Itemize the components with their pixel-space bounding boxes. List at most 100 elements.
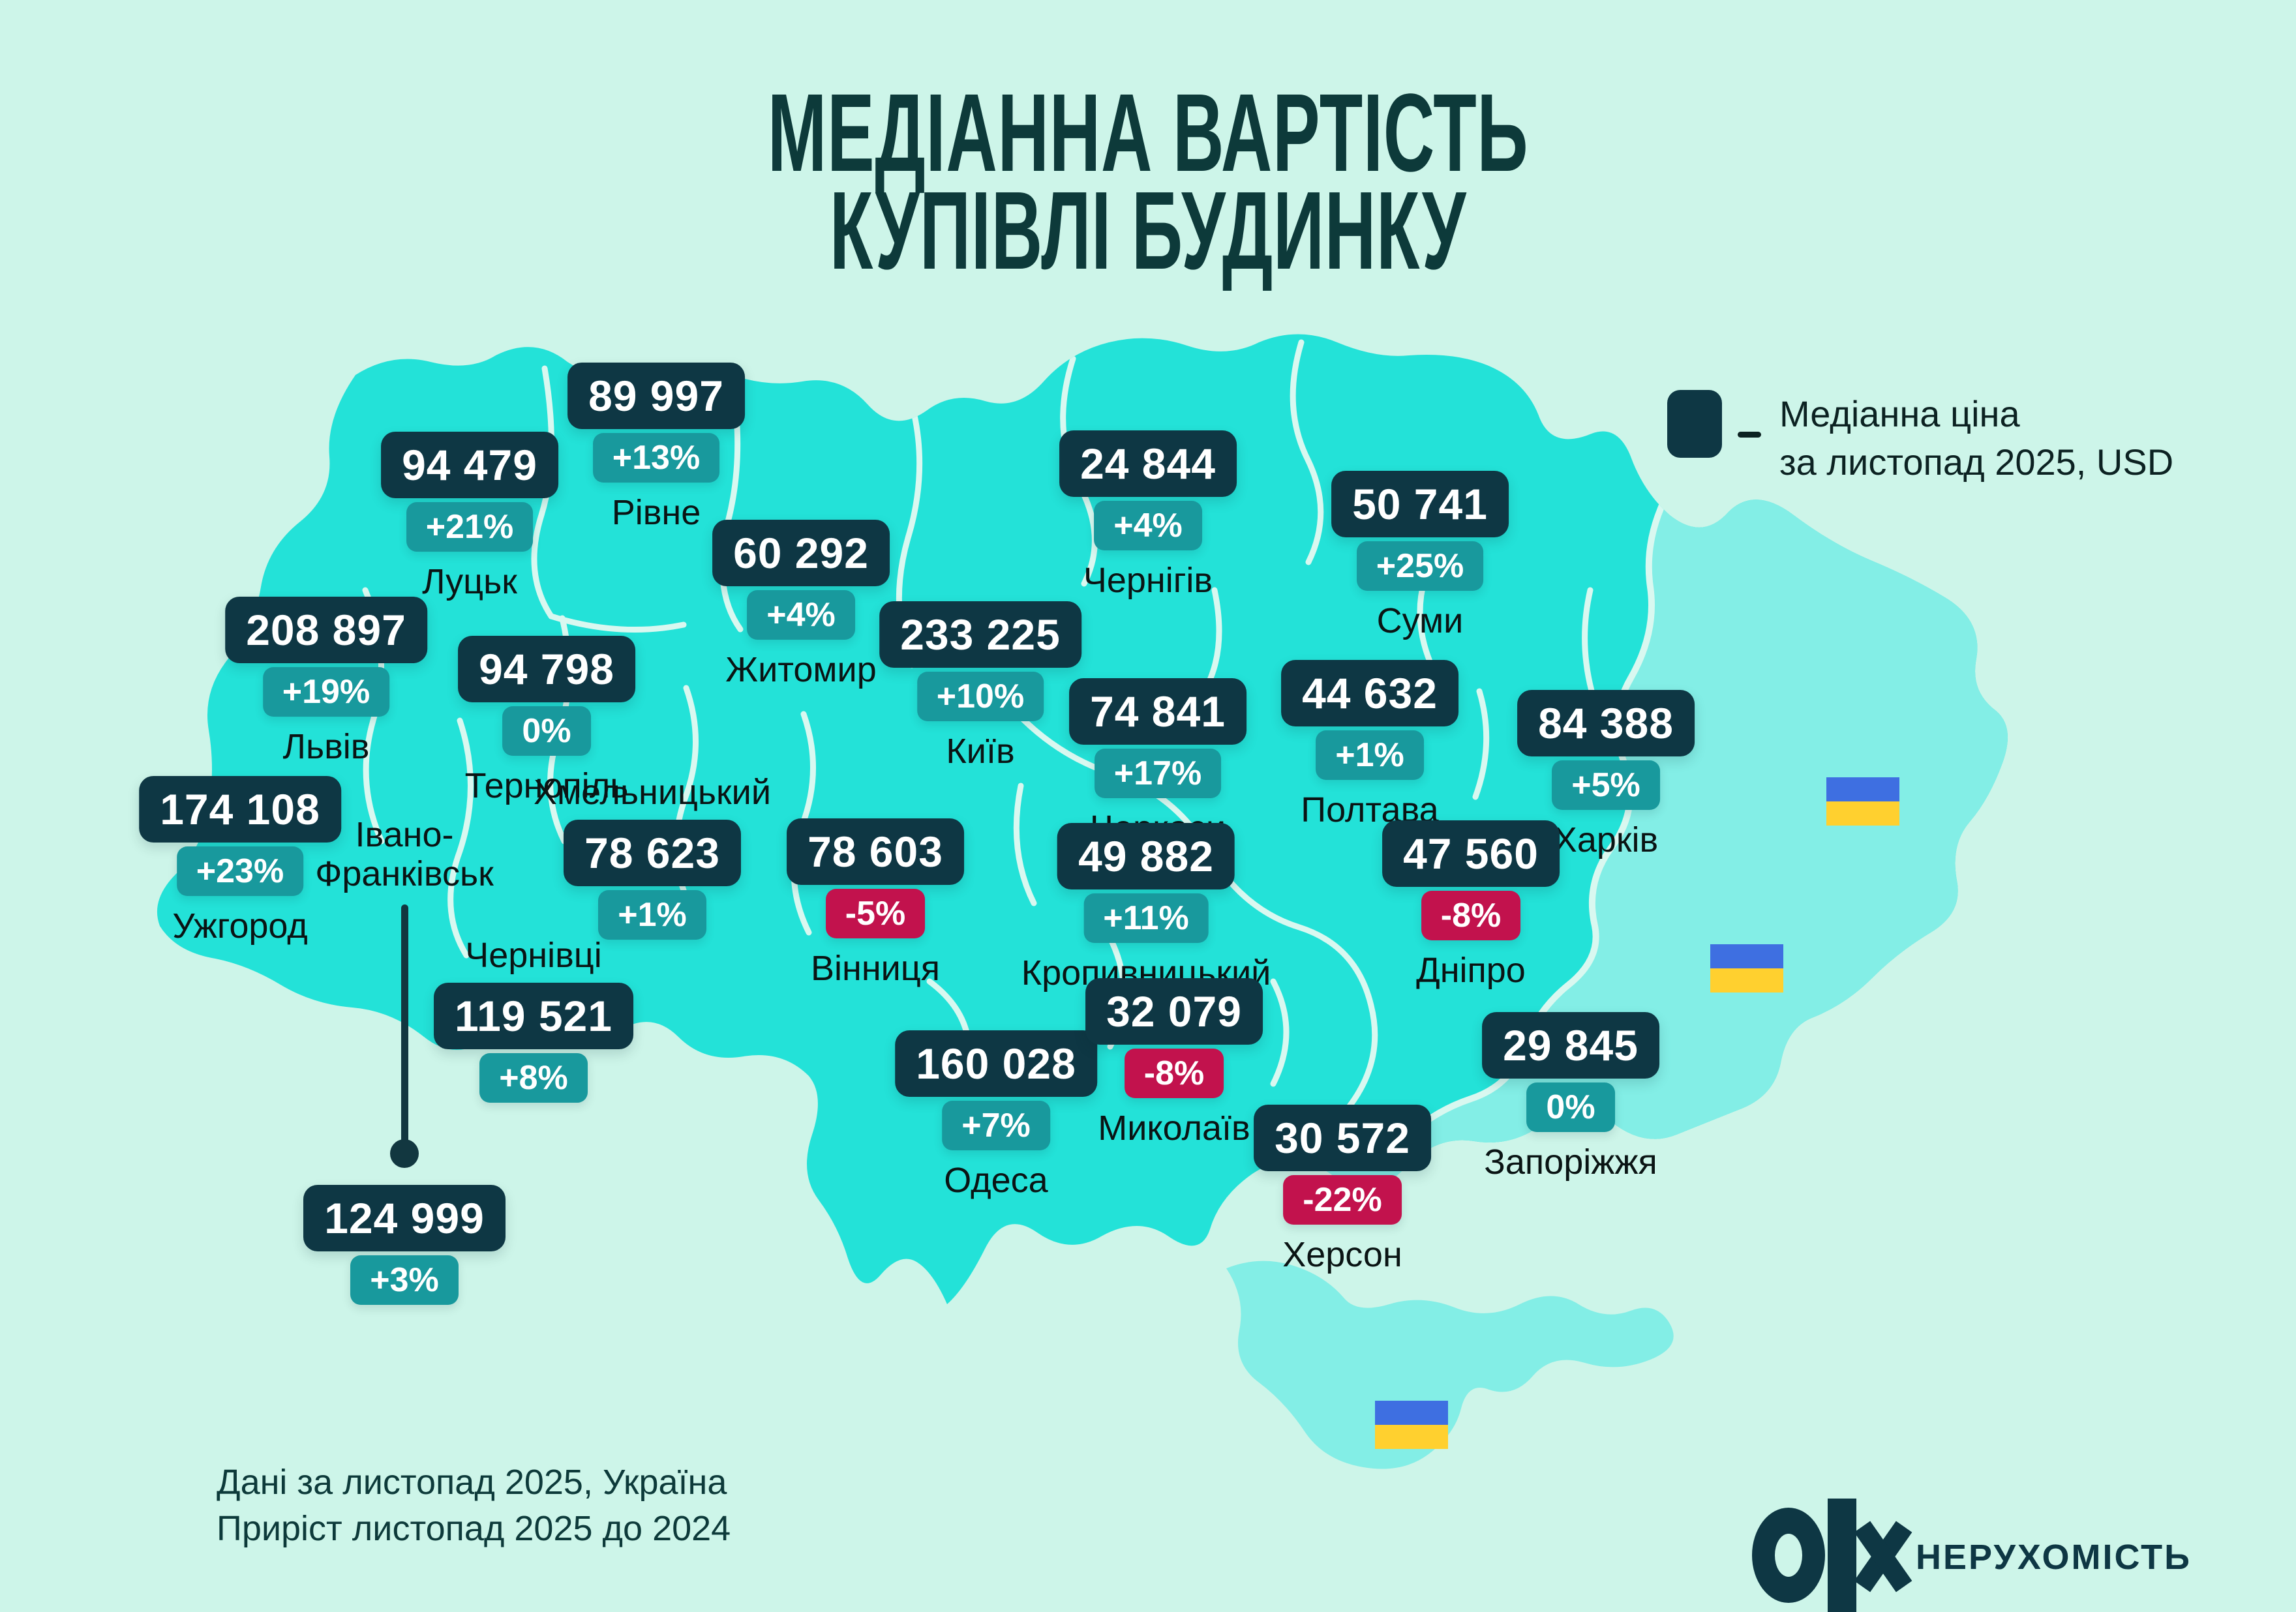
footer-line-2: Приріст листопад 2025 до 2024 bbox=[217, 1509, 731, 1549]
price-badge: 44 632 bbox=[1281, 660, 1458, 726]
city-name: Луцьк bbox=[422, 562, 517, 601]
city-name: Чернігів bbox=[1083, 561, 1213, 600]
city-name: Суми bbox=[1376, 601, 1464, 640]
oblast-borders bbox=[362, 339, 1605, 1115]
city-name: Івано-Франківськ bbox=[315, 815, 494, 894]
olx-l-icon bbox=[1828, 1499, 1856, 1612]
change-badge: -5% bbox=[825, 889, 926, 938]
legend-label-line-1: Медіанна ціна bbox=[1779, 393, 2020, 434]
change-badge: +21% bbox=[406, 502, 534, 552]
change-badge: +4% bbox=[1094, 501, 1202, 550]
city-group: 29 845 0% Запоріжжя bbox=[1482, 1012, 1659, 1182]
city-name: Одеса bbox=[944, 1161, 1048, 1200]
city-name: Рівне bbox=[611, 493, 701, 532]
price-badge: 47 560 bbox=[1382, 820, 1560, 887]
price-badge: 49 882 bbox=[1057, 823, 1235, 889]
page-title: МЕДІАННА ВАРТІСТЬ КУПІВЛІ БУДИНКУ bbox=[0, 71, 2296, 293]
brand: НЕРУХОМІСТЬ bbox=[1748, 1492, 2244, 1612]
city-name: Миколаїв bbox=[1098, 1109, 1250, 1148]
price-badge: 32 079 bbox=[1085, 978, 1263, 1045]
change-badge: +1% bbox=[1316, 730, 1424, 780]
city-group: 49 882 +11% Кропивницький bbox=[1021, 823, 1271, 993]
city-name: Харків bbox=[1553, 820, 1659, 859]
brand-wordmark: НЕРУХОМІСТЬ bbox=[1916, 1538, 2192, 1577]
change-badge: +5% bbox=[1552, 760, 1660, 810]
city-group: 84 388 +5% Харків bbox=[1517, 690, 1695, 859]
price-badge: 50 741 bbox=[1331, 471, 1509, 537]
leader-line bbox=[400, 904, 408, 1159]
city-name: Житомир bbox=[725, 650, 877, 689]
change-badge: +13% bbox=[592, 433, 720, 483]
city-name: Дніпро bbox=[1416, 951, 1526, 990]
city-group: Івано-Франківськ 124 999 +3% bbox=[274, 815, 535, 1305]
price-badge: 84 388 bbox=[1517, 690, 1695, 756]
footer-line-1: Дані за листопад 2025, Україна bbox=[217, 1463, 727, 1502]
change-badge: -8% bbox=[1421, 891, 1521, 940]
city-name: Запоріжжя bbox=[1484, 1142, 1657, 1182]
price-badge: 78 623 bbox=[564, 820, 741, 887]
city-group: 233 225 +10% Київ bbox=[879, 601, 1081, 771]
ukraine-flag-icon bbox=[1710, 944, 1783, 993]
city-name: Херсон bbox=[1282, 1235, 1402, 1274]
change-badge: +11% bbox=[1083, 893, 1209, 943]
city-name: Вінниця bbox=[811, 949, 940, 988]
change-badge: +8% bbox=[479, 1053, 588, 1103]
city-group: 44 632 +1% Полтава bbox=[1281, 660, 1458, 829]
legend-price-swatch bbox=[1667, 390, 1722, 458]
olx-logo: НЕРУХОМІСТЬ bbox=[1752, 1499, 2192, 1612]
change-badge: +23% bbox=[176, 846, 304, 896]
legend-label: Медіанна ціна за листопад 2025, USD bbox=[1779, 390, 2173, 486]
city-name: Львів bbox=[282, 727, 370, 766]
change-badge: +25% bbox=[1356, 541, 1484, 591]
olx-x-icon bbox=[1854, 1521, 1912, 1592]
price-badge: 174 108 bbox=[139, 776, 341, 843]
price-badge: 208 897 bbox=[225, 597, 427, 663]
legend: Медіанна ціна за листопад 2025, USD bbox=[1667, 390, 2173, 486]
city-group: Чернівці 119 521 +8% bbox=[434, 936, 633, 1103]
change-badge: -8% bbox=[1124, 1049, 1224, 1098]
price-badge: 30 572 bbox=[1254, 1105, 1431, 1171]
title-line-2: КУПІВЛІ БУДИНКУ bbox=[829, 168, 1467, 293]
price-badge: 74 841 bbox=[1069, 678, 1246, 745]
city-group: 32 079 -8% Миколаїв bbox=[1085, 978, 1263, 1148]
title-line-1: МЕДІАННА ВАРТІСТЬ bbox=[767, 71, 1529, 195]
crimea bbox=[1226, 1261, 1674, 1469]
change-badge: +19% bbox=[262, 667, 390, 717]
footer-note: Дані за листопад 2025, Україна Приріст л… bbox=[217, 1459, 731, 1553]
city-group: 174 108 +23% Ужгород bbox=[139, 776, 341, 946]
price-badge: 78 603 bbox=[787, 818, 964, 885]
city-group: 160 028 +7% Одеса bbox=[895, 1030, 1097, 1200]
price-badge: 94 479 bbox=[381, 432, 558, 498]
price-badge: 124 999 bbox=[303, 1184, 506, 1251]
price-badge: 233 225 bbox=[879, 601, 1081, 668]
city-group: 60 292 +4% Житомир bbox=[712, 520, 890, 689]
flags-layer bbox=[1375, 777, 1899, 1449]
change-badge: +4% bbox=[747, 590, 855, 640]
price-badge: 94 798 bbox=[458, 636, 635, 702]
city-name: Київ bbox=[946, 732, 1015, 771]
city-name: Ужгород bbox=[172, 906, 308, 946]
city-group: 30 572 -22% Херсон bbox=[1254, 1105, 1431, 1274]
city-group: 47 560 -8% Дніпро bbox=[1382, 820, 1560, 990]
ukraine-flag-icon bbox=[1826, 777, 1899, 826]
change-badge: +10% bbox=[916, 672, 1044, 721]
city-group: 94 479 +21% Луцьк bbox=[381, 432, 558, 601]
city-group: 94 798 0% Тернопіль bbox=[458, 636, 635, 805]
city-group: 24 844 +4% Чернігів bbox=[1059, 430, 1237, 600]
price-badge: 29 845 bbox=[1482, 1012, 1659, 1079]
change-badge: -22% bbox=[1283, 1175, 1402, 1225]
ukraine-flag-icon bbox=[1375, 1401, 1448, 1449]
city-group: 78 603 -5% Вінниця bbox=[787, 818, 964, 988]
legend-dash bbox=[1738, 432, 1761, 438]
city-group: 208 897 +19% Львів bbox=[225, 597, 427, 766]
legend-label-line-2: за листопад 2025, USD bbox=[1779, 441, 2174, 483]
change-badge: +7% bbox=[942, 1101, 1050, 1150]
city-group: 50 741 +25% Суми bbox=[1331, 471, 1509, 640]
price-badge: 24 844 bbox=[1059, 430, 1237, 497]
city-group: Хмельницький 78 623 +1% bbox=[534, 773, 771, 940]
change-badge: 0% bbox=[502, 706, 591, 756]
change-badge: +3% bbox=[350, 1255, 459, 1305]
change-badge: 0% bbox=[1526, 1082, 1615, 1132]
price-badge: 160 028 bbox=[895, 1030, 1097, 1097]
